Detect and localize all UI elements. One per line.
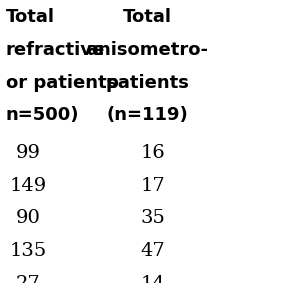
Text: 99: 99 [16,144,41,162]
Text: 16: 16 [140,144,165,162]
Text: (n=119): (n=119) [106,106,188,124]
Text: 14: 14 [140,275,165,283]
Text: 35: 35 [140,209,165,228]
Text: 47: 47 [140,242,165,260]
Text: Total: Total [123,8,172,27]
Text: Total: Total [6,8,55,27]
Text: n=500): n=500) [6,106,79,124]
Text: 27: 27 [16,275,41,283]
Text: anisometro-: anisometro- [86,41,208,59]
Text: or patients: or patients [6,74,117,92]
Text: 17: 17 [140,177,165,195]
Text: patients: patients [105,74,189,92]
Text: 149: 149 [10,177,47,195]
Text: refractive: refractive [6,41,105,59]
Text: 90: 90 [16,209,41,228]
Text: 135: 135 [10,242,47,260]
